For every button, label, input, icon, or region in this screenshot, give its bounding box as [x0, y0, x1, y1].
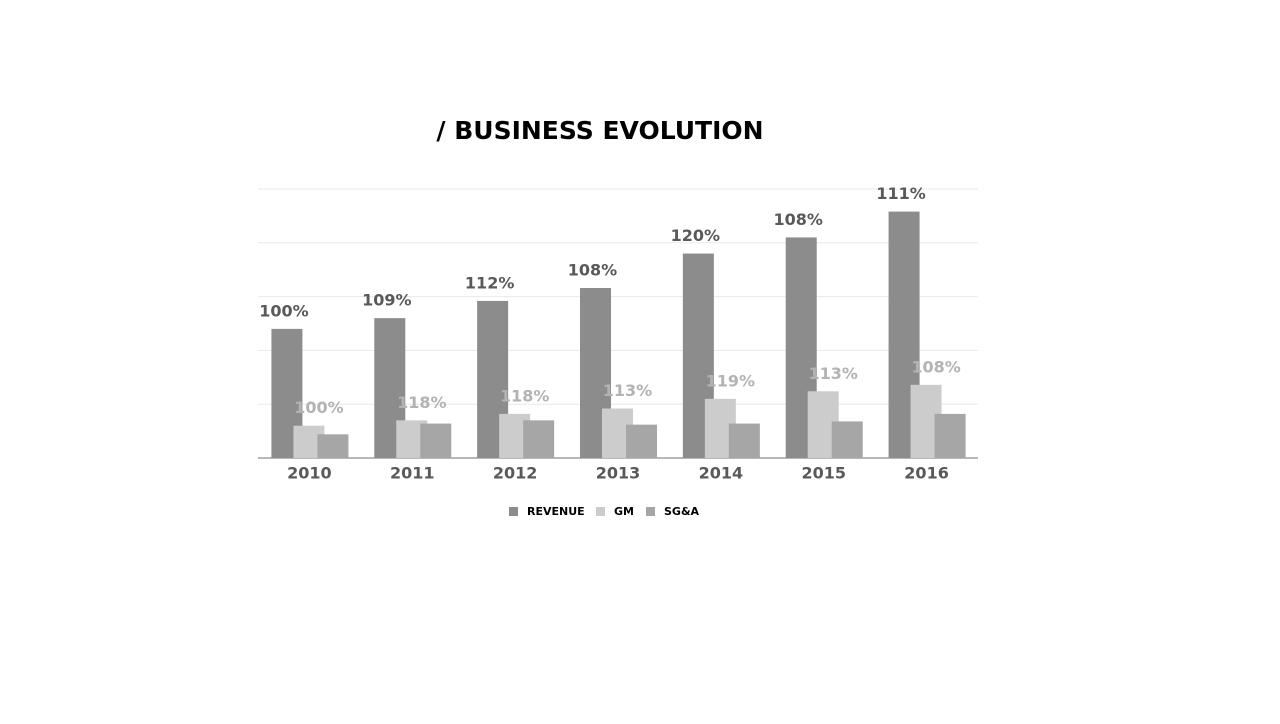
data-label: 118%	[500, 386, 549, 405]
bar	[728, 423, 760, 458]
data-label: 118%	[397, 393, 446, 412]
chart-title: / BUSINESS EVOLUTION	[436, 116, 763, 145]
bar	[626, 424, 657, 458]
data-label: 120%	[671, 226, 720, 245]
data-label: 108%	[911, 357, 960, 376]
data-label: 108%	[773, 210, 822, 229]
data-label: 113%	[603, 381, 652, 400]
bar	[934, 413, 966, 458]
data-label: 111%	[876, 184, 925, 203]
bar	[831, 421, 863, 458]
x-tick-label: 2011	[390, 464, 435, 483]
x-tick-label: 2012	[493, 464, 538, 483]
data-label: 108%	[568, 260, 617, 279]
legend-swatch	[646, 507, 655, 516]
x-tick-label: 2013	[596, 464, 641, 483]
data-label: 100%	[259, 301, 308, 320]
bar	[523, 420, 555, 458]
data-label: 113%	[808, 364, 857, 383]
data-label: 100%	[294, 398, 343, 417]
legend-swatch	[596, 507, 605, 516]
legend-label: GM	[614, 505, 634, 518]
x-tick-label: 2010	[287, 464, 332, 483]
bar	[317, 434, 349, 458]
x-tick-label: 2015	[801, 464, 846, 483]
x-tick-label: 2014	[699, 464, 744, 483]
data-label: 112%	[465, 273, 514, 292]
data-label: 119%	[706, 371, 755, 390]
bar	[420, 423, 452, 458]
legend-swatch	[509, 507, 518, 516]
legend-label: SG&A	[664, 505, 700, 518]
data-label: 109%	[362, 291, 411, 310]
x-tick-label: 2016	[904, 464, 949, 483]
legend-label: REVENUE	[527, 505, 585, 518]
